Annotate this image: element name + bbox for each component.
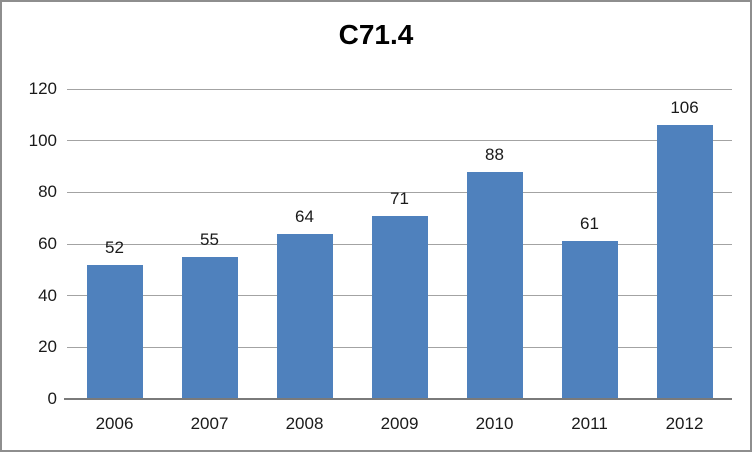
bar-2007 [181, 256, 238, 399]
bar-2011 [561, 241, 618, 399]
bar-value-label: 88 [485, 144, 504, 164]
bar-value-label: 71 [390, 188, 409, 208]
y-axis-tick-label: 40 [38, 285, 57, 305]
bar-2012 [656, 125, 713, 399]
x-axis-category-label: 2007 [190, 414, 229, 433]
x-axis-category-label: 2008 [285, 414, 324, 433]
y-axis-tick-label: 60 [38, 234, 57, 253]
bar-2009 [371, 215, 428, 399]
x-axis-category-label: 2012 [665, 414, 704, 433]
chart-title: C71.4 [338, 19, 414, 50]
bar-value-label: 106 [670, 98, 699, 118]
gridline-80 [67, 191, 732, 193]
y-axis-tick-label: 0 [47, 389, 57, 408]
x-axis-category-label: 2011 [571, 414, 608, 433]
y-axis-tick-label: 20 [38, 337, 57, 357]
x-axis-line [64, 398, 732, 400]
bar-value-label: 61 [580, 214, 599, 234]
y-axis-tick-label: 80 [38, 182, 57, 202]
gridline-100 [67, 140, 732, 142]
x-axis-category-label: 2006 [95, 414, 134, 433]
bar-2006 [86, 264, 143, 399]
bar-2010 [466, 171, 523, 399]
y-axis-tick-label: 100 [28, 130, 57, 150]
bar-2008 [276, 233, 333, 399]
x-axis-category-label: 2009 [380, 414, 419, 433]
gridline-120 [67, 88, 732, 90]
bar-value-label: 52 [105, 237, 124, 257]
x-axis-category-label: 2010 [475, 414, 514, 433]
bar-value-label: 55 [200, 229, 219, 249]
bar-value-label: 64 [295, 206, 314, 226]
y-axis-tick-label: 120 [28, 79, 57, 98]
